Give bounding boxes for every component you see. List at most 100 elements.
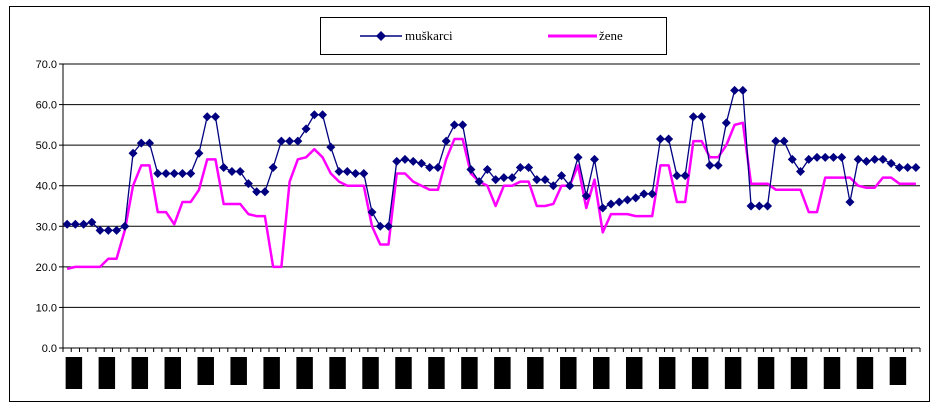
data-point-muskarci <box>771 136 781 146</box>
data-point-muskarci <box>400 154 410 164</box>
data-point-muskarci <box>383 221 393 231</box>
data-point-muskarci <box>169 169 179 179</box>
data-point-muskarci <box>260 187 270 197</box>
data-point-muskarci <box>499 173 509 183</box>
data-point-muskarci <box>845 197 855 207</box>
data-point-muskarci <box>367 207 377 217</box>
data-point-muskarci <box>581 191 591 201</box>
data-point-muskarci <box>235 167 245 177</box>
data-point-muskarci <box>466 164 476 174</box>
data-point-muskarci <box>392 156 402 166</box>
x-category-label-block <box>856 357 874 389</box>
y-tick-label: 0.0 <box>42 343 57 355</box>
data-point-muskarci <box>210 112 220 122</box>
data-point-muskarci <box>425 162 435 172</box>
data-point-muskarci <box>812 152 822 162</box>
y-axis-ticks: 0.0 10.0 20.0 30.0 40.0 50.0 60.0 70.0 <box>36 59 63 355</box>
x-category-label-block <box>691 357 709 389</box>
data-point-muskarci <box>276 136 286 146</box>
data-point-muskarci <box>293 136 303 146</box>
data-point-muskarci <box>309 110 319 120</box>
y-tick-label: 50.0 <box>36 140 57 152</box>
data-point-muskarci <box>318 110 328 120</box>
data-point-muskarci <box>227 167 237 177</box>
data-point-muskarci <box>820 152 830 162</box>
data-point-muskarci <box>664 134 674 144</box>
x-category-label-block <box>889 357 907 385</box>
data-point-muskarci <box>408 156 418 166</box>
data-point-muskarci <box>474 177 484 187</box>
data-point-muskarci <box>87 217 97 227</box>
y-tick-label: 40.0 <box>36 181 57 193</box>
series-layer <box>62 85 921 271</box>
data-point-muskarci <box>705 160 715 170</box>
data-point-muskarci <box>194 148 204 158</box>
data-point-muskarci <box>103 225 113 235</box>
data-point-muskarci <box>112 225 122 235</box>
data-point-muskarci <box>672 171 682 181</box>
data-point-muskarci <box>557 171 567 181</box>
x-category-label-block <box>329 357 346 389</box>
x-category-label-block <box>625 357 643 389</box>
data-point-muskarci <box>886 158 896 168</box>
y-tick-label: 10.0 <box>36 302 57 314</box>
data-point-muskarci <box>441 136 451 146</box>
x-category-label-block <box>197 357 214 385</box>
x-category-label-block <box>362 357 379 389</box>
data-point-muskarci <box>631 193 641 203</box>
y-tick-label: 70.0 <box>36 59 57 71</box>
x-category-labels <box>62 348 921 389</box>
data-point-muskarci <box>746 201 756 211</box>
data-point-muskarci <box>433 162 443 172</box>
data-point-muskarci <box>606 199 616 209</box>
data-point-muskarci <box>540 175 550 185</box>
data-point-muskarci <box>870 154 880 164</box>
data-point-muskarci <box>565 181 575 191</box>
data-point-muskarci <box>351 169 361 179</box>
legend-marker-muskarci <box>376 31 386 41</box>
series-line-zene <box>66 121 916 271</box>
data-point-muskarci <box>647 189 657 199</box>
x-category-label-block <box>395 357 412 389</box>
x-category-label-block <box>65 357 83 389</box>
y-tick-label: 20.0 <box>36 262 57 274</box>
data-point-muskarci <box>837 152 847 162</box>
data-point-muskarci <box>779 136 789 146</box>
data-point-muskarci <box>79 219 89 229</box>
y-tick-label: 60.0 <box>36 100 57 112</box>
data-point-muskarci <box>491 175 501 185</box>
legend: muškarci žene <box>320 17 667 55</box>
data-point-muskarci <box>507 173 517 183</box>
data-point-muskarci <box>878 154 888 164</box>
data-point-muskarci <box>911 162 921 172</box>
data-point-muskarci <box>515 162 525 172</box>
data-point-muskarci <box>697 112 707 122</box>
data-point-muskarci <box>622 195 632 205</box>
x-category-label-block <box>263 357 280 389</box>
x-category-label-block <box>527 357 544 389</box>
data-point-muskarci <box>524 162 534 172</box>
data-point-muskarci <box>861 156 871 166</box>
data-point-muskarci <box>128 148 138 158</box>
x-category-label-block <box>461 357 478 389</box>
data-point-muskarci <box>738 85 748 95</box>
data-point-muskarci <box>614 197 624 207</box>
x-category-label-block <box>131 357 149 389</box>
data-point-muskarci <box>95 225 105 235</box>
data-point-muskarci <box>145 138 155 148</box>
data-point-muskarci <box>219 162 229 172</box>
data-point-muskarci <box>458 120 468 130</box>
data-point-muskarci <box>70 219 80 229</box>
data-point-muskarci <box>804 154 814 164</box>
x-category-label-block <box>230 357 247 385</box>
chart-border <box>9 6 930 402</box>
data-point-muskarci <box>301 124 311 134</box>
data-point-muskarci <box>573 152 583 162</box>
data-point-muskarci <box>334 167 344 177</box>
x-category-label-block <box>757 357 775 389</box>
data-point-muskarci <box>721 118 731 128</box>
data-point-muskarci <box>548 181 558 191</box>
data-point-muskarci <box>120 221 130 231</box>
